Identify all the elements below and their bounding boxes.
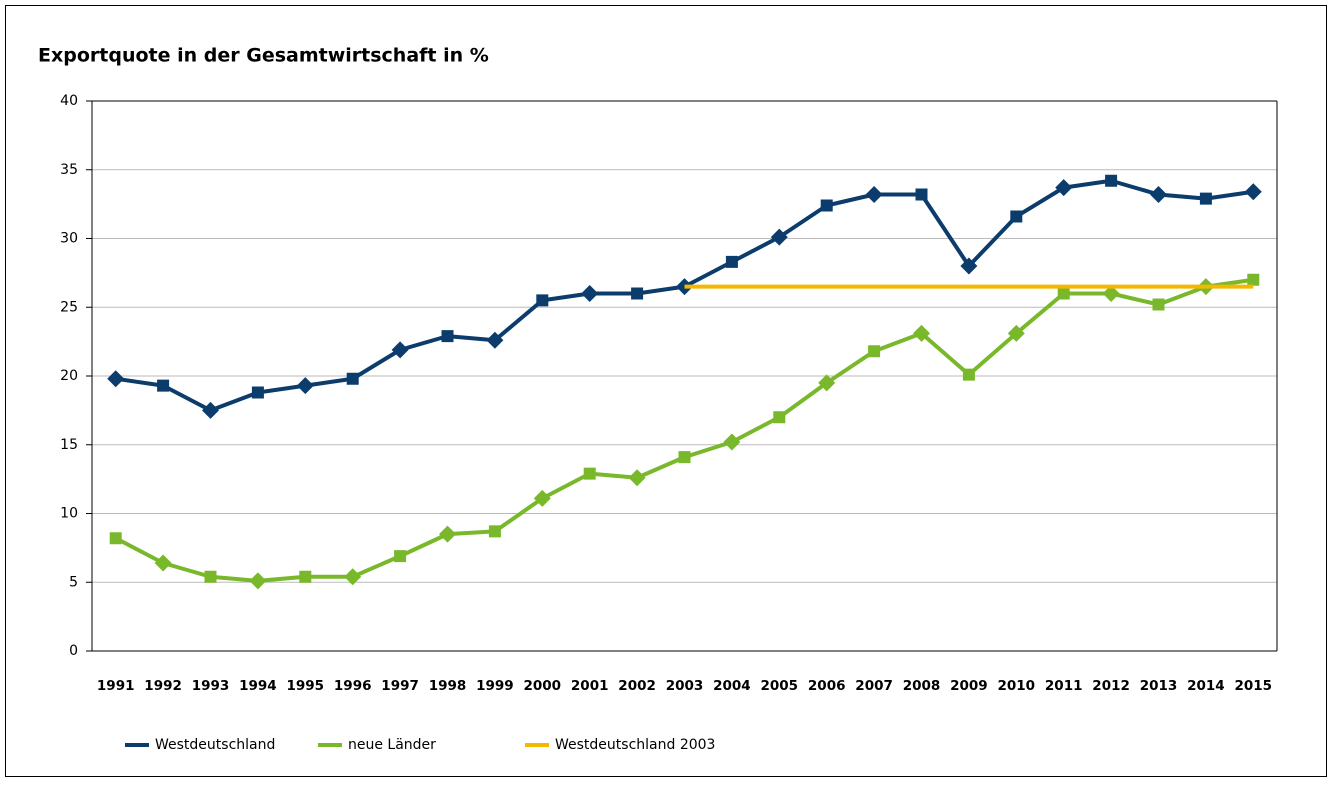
- point: [723, 433, 741, 451]
- point: [486, 331, 504, 349]
- x-tick-label: 2015: [1235, 678, 1273, 694]
- x-tick-label: 1996: [334, 678, 372, 694]
- point: [204, 570, 217, 583]
- point: [1150, 186, 1167, 203]
- x-tick-label: 2009: [950, 678, 988, 694]
- x-tick-label: 2008: [903, 678, 941, 694]
- x-tick-label: 2010: [998, 678, 1036, 694]
- point: [960, 257, 978, 275]
- point: [439, 525, 456, 543]
- y-tick-label: 35: [60, 162, 78, 178]
- y-tick-label: 5: [69, 574, 78, 590]
- x-tick-label: 2000: [524, 678, 562, 694]
- x-tick-label: 2014: [1187, 678, 1225, 694]
- x-tick-label: 1994: [239, 678, 277, 694]
- x-tick-label: 1999: [476, 678, 514, 694]
- y-tick-label: 0: [69, 643, 78, 659]
- point: [868, 345, 881, 358]
- x-tick-label: 2012: [1092, 678, 1130, 694]
- point: [631, 287, 644, 300]
- point: [865, 186, 883, 203]
- point: [1105, 174, 1118, 187]
- legend-label: Westdeutschland: [155, 737, 275, 753]
- y-tick-label: 15: [60, 437, 78, 453]
- x-tick-label: 1991: [97, 678, 135, 694]
- point: [394, 550, 407, 563]
- point: [296, 377, 314, 395]
- x-tick-label: 2007: [855, 678, 893, 694]
- x-tick-label: 2002: [618, 678, 656, 694]
- x-tick-label: 2001: [571, 678, 609, 694]
- x-tick-label: 2011: [1045, 678, 1083, 694]
- x-tick-label: 1992: [144, 678, 182, 694]
- point: [770, 228, 788, 246]
- legend-label: neue Länder: [348, 737, 436, 753]
- x-tick-label: 2005: [761, 678, 799, 694]
- point: [441, 330, 454, 343]
- point: [249, 572, 267, 590]
- point: [913, 324, 930, 342]
- point: [820, 199, 833, 212]
- series-line: [114, 277, 1254, 583]
- point: [915, 188, 928, 201]
- y-tick-label: 30: [60, 231, 78, 247]
- point: [344, 568, 362, 586]
- x-tick-label: 1993: [192, 678, 230, 694]
- frame: [5, 5, 1327, 777]
- point: [533, 489, 551, 507]
- point: [1152, 298, 1165, 311]
- legend-label: Westdeutschland 2003: [555, 737, 715, 753]
- x-tick-label: 2006: [808, 678, 846, 694]
- y-tick-label: 40: [60, 93, 78, 109]
- point: [962, 368, 975, 381]
- point: [1057, 287, 1070, 300]
- point: [299, 570, 312, 583]
- point: [1010, 210, 1023, 223]
- y-tick-label: 25: [60, 299, 78, 315]
- point: [157, 379, 170, 392]
- point: [725, 255, 738, 268]
- point: [391, 341, 409, 359]
- point: [1007, 324, 1025, 342]
- x-tick-label: 1995: [287, 678, 325, 694]
- x-tick-label: 1997: [381, 678, 419, 694]
- y-tick-label: 20: [60, 368, 78, 384]
- y-tick-label: 10: [60, 506, 78, 522]
- point: [154, 554, 172, 572]
- x-tick-label: 1998: [429, 678, 467, 694]
- point: [202, 401, 219, 419]
- point: [773, 411, 786, 424]
- point: [1199, 192, 1212, 205]
- point: [818, 374, 836, 392]
- point: [107, 370, 125, 388]
- point: [678, 451, 691, 464]
- x-tick-label: 2013: [1140, 678, 1178, 694]
- x-tick-label: 2003: [666, 678, 704, 694]
- point: [583, 467, 596, 480]
- chart-title: Exportquote in der Gesamtwirtschaft in %: [38, 45, 489, 67]
- point: [581, 285, 599, 302]
- point: [1247, 273, 1260, 286]
- point: [251, 386, 264, 399]
- point: [1244, 183, 1262, 201]
- point: [536, 294, 549, 307]
- point: [109, 532, 122, 545]
- x-tick-label: 2004: [713, 678, 751, 694]
- point: [488, 525, 501, 538]
- point: [346, 372, 359, 385]
- point: [628, 469, 646, 487]
